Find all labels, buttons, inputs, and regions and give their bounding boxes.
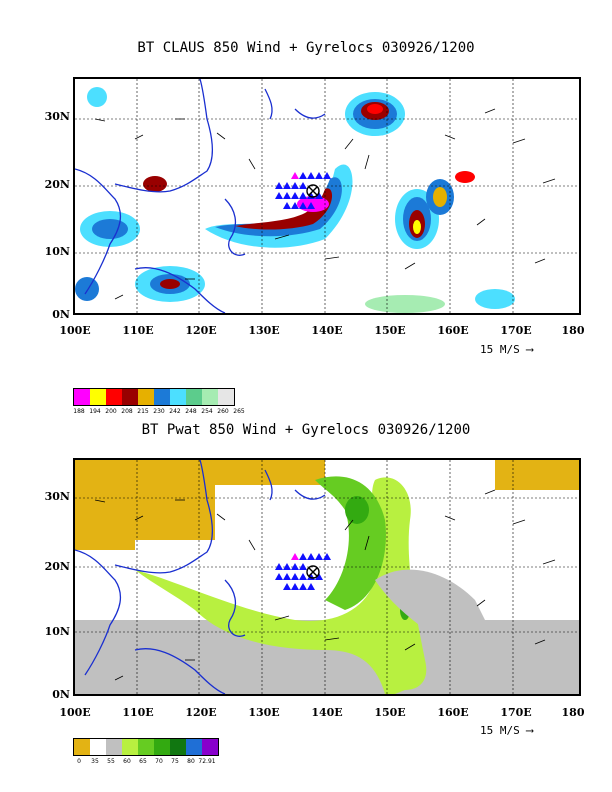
top-map-canvas [75,79,579,313]
top-graticule [75,79,579,313]
cloud-top-field [75,87,515,313]
bottom-cbar-label: 35 [91,758,99,765]
top-lon-label-170e: 170E [500,324,532,337]
gyre-center-marker [306,184,320,198]
bottom-lon-label-100e: 100E [59,706,91,719]
bottom-map-panel [73,458,581,696]
bottom-gyre-location-markers [275,553,331,590]
top-wind-scale: 15 M/S ⟶ [480,343,533,356]
gyre-location-markers [275,172,331,209]
top-lon-label-110e: 110E [122,324,154,337]
top-wind-scale-arrow: ⟶ [526,343,533,356]
top-cbar-label: 200 [105,408,117,415]
top-cbar-label: 248 [185,408,197,415]
bottom-cbar-label: 72.91 [198,758,216,765]
top-cbar-label: 230 [153,408,165,415]
top-cbar-label: 208 [121,408,133,415]
top-cbar-label: 265 [233,408,245,415]
bottom-wind-scale-arrow: ⟶ [526,724,533,737]
top-map-panel [73,77,581,315]
bottom-colorbar [73,738,219,756]
bottom-cbar-label: 55 [107,758,115,765]
top-cbar-label: 188 [73,408,85,415]
top-coastlines [75,79,326,313]
top-lon-label-120e: 120E [185,324,217,337]
top-colorbar [73,388,235,406]
top-lon-label-180: 180 [561,324,585,337]
bottom-lon-label-130e: 130E [248,706,280,719]
bottom-lat-label-10n: 10N [44,625,70,638]
bottom-graticule [75,460,579,694]
bottom-wind-scale-label: 15 M/S [480,724,520,737]
bottom-lat-label-0n: 0N [52,688,70,701]
top-cbar-label: 254 [201,408,213,415]
bottom-cbar-label: 65 [139,758,147,765]
bottom-lon-label-120e: 120E [185,706,217,719]
bottom-cbar-label: 60 [123,758,131,765]
bottom-lon-label-110e: 110E [122,706,154,719]
top-cbar-label: 194 [89,408,101,415]
wind-vectors [94,108,556,300]
bottom-lon-label-150e: 150E [374,706,406,719]
bottom-wind-vectors [94,489,556,681]
bottom-lon-label-140e: 140E [311,706,343,719]
top-lon-label-130e: 130E [248,324,280,337]
top-lat-label-30n: 30N [44,110,70,123]
top-panel-title: BT CLAUS 850 Wind + Gyrelocs 030926/1200 [137,40,475,56]
top-cbar-label: 215 [137,408,149,415]
bottom-lon-label-170e: 170E [500,706,532,719]
top-lon-label-160e: 160E [437,324,469,337]
bottom-cbar-label: 70 [155,758,163,765]
bottom-map-canvas [75,460,579,694]
bottom-wind-scale: 15 M/S ⟶ [480,724,533,737]
top-cbar-label: 242 [169,408,181,415]
bottom-lon-label-180: 180 [561,706,585,719]
top-wind-scale-label: 15 M/S [480,343,520,356]
precipitable-water-field [75,460,579,694]
bottom-cbar-label: 0 [77,758,81,765]
bottom-gyre-center-marker [306,565,320,579]
bottom-lat-label-20n: 20N [44,560,70,573]
bottom-lat-label-30n: 30N [44,490,70,503]
bottom-lon-label-160e: 160E [437,706,469,719]
bottom-cbar-label: 80 [187,758,195,765]
top-lat-label-0n: 0N [52,308,70,321]
bottom-coastlines [75,460,326,694]
top-lon-label-140e: 140E [311,324,343,337]
top-lon-label-100e: 100E [59,324,91,337]
top-cbar-label: 260 [217,408,229,415]
bottom-panel-title: BT Pwat 850 Wind + Gyrelocs 030926/1200 [141,422,471,438]
top-lon-label-150e: 150E [374,324,406,337]
top-lat-label-20n: 20N [44,178,70,191]
top-lat-label-10n: 10N [44,245,70,258]
bottom-cbar-label: 75 [171,758,179,765]
